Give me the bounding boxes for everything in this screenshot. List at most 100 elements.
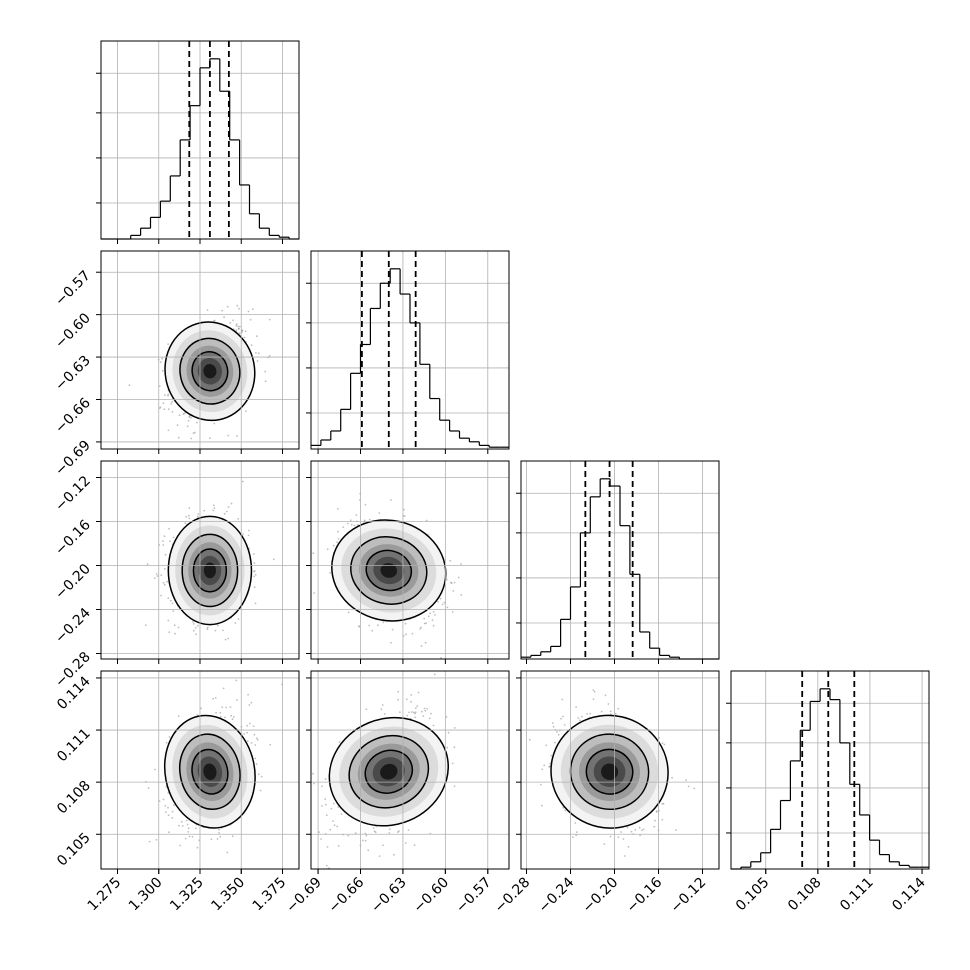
sample-point — [390, 499, 392, 501]
sample-point — [603, 843, 606, 845]
sample-point — [593, 690, 596, 693]
sample-point — [187, 831, 190, 833]
sample-point — [226, 305, 229, 308]
sample-point — [176, 424, 179, 426]
sample-point — [627, 845, 630, 848]
sample-point — [406, 714, 409, 717]
y-tick-label: 0.105 — [54, 830, 94, 870]
sample-point — [229, 321, 232, 324]
sample-point — [259, 789, 262, 792]
sample-point — [197, 513, 200, 516]
sample-point — [212, 509, 215, 512]
sample-point — [196, 421, 198, 424]
sample-point — [634, 829, 637, 831]
sample-point — [425, 622, 427, 624]
sample-point — [452, 590, 455, 592]
sample-point — [214, 629, 217, 632]
x-tick-label: −0.24 — [536, 874, 578, 916]
sample-point — [564, 809, 567, 812]
sample-point — [238, 332, 241, 335]
sample-point — [420, 645, 423, 647]
sample-point — [451, 611, 454, 613]
sample-point — [410, 700, 412, 703]
sample-point — [268, 318, 271, 321]
sample-point — [528, 738, 531, 741]
sample-point — [639, 834, 641, 837]
x-tick-label: 1.300 — [126, 875, 166, 915]
sample-point — [187, 419, 190, 422]
density-area — [145, 679, 283, 854]
density-area — [312, 492, 463, 659]
sample-point — [440, 657, 442, 659]
sample-point — [312, 552, 315, 555]
sample-point — [235, 679, 238, 682]
scatter-panel-1-3: −0.69 −0.66 −0.63 −0.60 −0.57 — [283, 670, 510, 916]
sample-point — [338, 741, 341, 743]
sample-point — [397, 698, 399, 701]
sample-point — [147, 787, 150, 789]
sample-point — [453, 785, 456, 788]
sample-point — [224, 638, 227, 641]
sample-point — [250, 701, 253, 704]
sample-point — [188, 416, 191, 418]
sample-point — [365, 834, 368, 837]
sample-point — [378, 512, 381, 514]
sample-point — [253, 733, 256, 736]
sample-point — [329, 828, 332, 831]
sample-point — [242, 533, 245, 535]
density-contour — [203, 364, 217, 379]
sample-point — [214, 697, 217, 699]
sample-point — [195, 633, 198, 636]
sample-point — [445, 716, 448, 718]
sample-point — [227, 506, 230, 508]
sample-point — [441, 603, 444, 606]
sample-point — [210, 838, 213, 841]
density-contour — [380, 763, 398, 780]
sample-point — [641, 829, 643, 832]
sample-point — [545, 744, 548, 747]
sample-point — [325, 814, 328, 817]
sample-point — [380, 708, 383, 711]
sample-point — [433, 673, 436, 676]
sample-point — [192, 623, 195, 625]
sample-point — [330, 807, 333, 810]
sample-point — [320, 805, 323, 807]
sample-point — [155, 573, 158, 575]
sample-point — [171, 810, 174, 813]
sample-point — [407, 829, 410, 831]
sample-point — [153, 577, 156, 579]
sample-point — [192, 629, 195, 632]
sample-point — [630, 830, 633, 833]
sample-point — [324, 778, 327, 781]
sample-point — [388, 828, 391, 831]
sample-point — [171, 400, 174, 403]
sample-point — [212, 697, 215, 700]
sample-point — [423, 622, 426, 625]
sample-point — [164, 811, 167, 814]
sample-point — [269, 743, 272, 746]
sample-point — [333, 824, 336, 826]
sample-point — [239, 325, 241, 328]
sample-point — [557, 733, 560, 736]
sample-point — [453, 727, 456, 729]
sample-point — [358, 625, 360, 627]
sample-point — [414, 716, 417, 719]
sample-point — [404, 622, 407, 625]
sample-point — [446, 746, 449, 749]
sample-point — [332, 820, 334, 822]
sample-point — [620, 831, 622, 833]
sample-point — [246, 724, 249, 727]
sample-point — [218, 828, 221, 831]
sample-point — [236, 699, 238, 701]
sample-point — [410, 694, 413, 696]
sample-point — [223, 512, 226, 515]
sample-point — [236, 435, 239, 437]
x-tick-label: 1.375 — [250, 875, 290, 915]
sample-point — [661, 742, 664, 744]
sample-point — [212, 504, 215, 507]
sample-point — [154, 768, 156, 771]
sample-point — [168, 527, 171, 530]
sample-point — [313, 592, 315, 594]
sample-point — [252, 725, 255, 727]
sample-point — [226, 851, 229, 854]
